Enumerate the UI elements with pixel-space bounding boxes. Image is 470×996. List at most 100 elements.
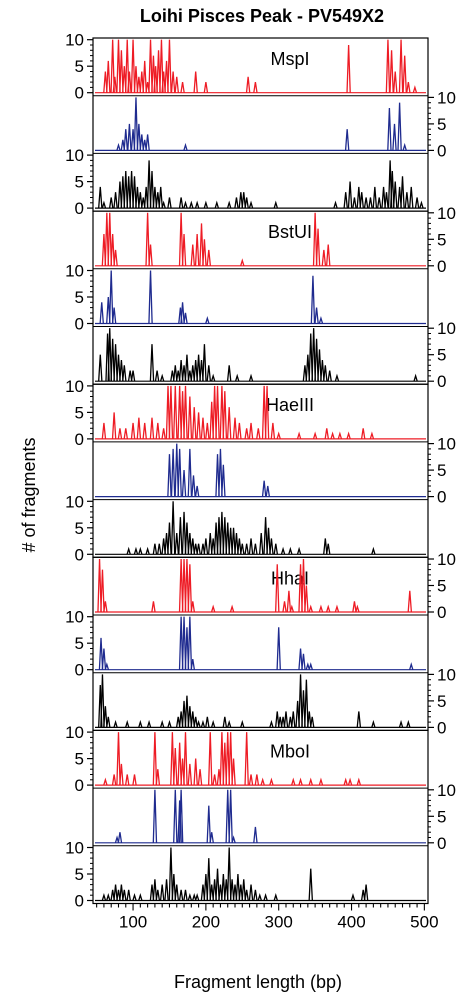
peak-red xyxy=(101,422,107,439)
y-tick-label: 10 xyxy=(437,665,456,684)
peak-red xyxy=(237,422,242,439)
peak-blue xyxy=(127,123,132,151)
peak-red xyxy=(113,249,118,266)
peak-red xyxy=(226,407,232,439)
peak-red xyxy=(103,777,108,786)
peak-black xyxy=(273,200,279,209)
peak-black xyxy=(356,186,362,209)
peak-red xyxy=(392,71,398,93)
peak-blue xyxy=(314,307,319,324)
peak-black xyxy=(159,373,165,382)
enzyme-label: MboI xyxy=(270,741,310,761)
peak-black xyxy=(210,719,216,728)
peak-red xyxy=(110,39,115,93)
peak-red xyxy=(145,212,150,266)
peak-black xyxy=(108,197,114,209)
peak-red xyxy=(117,428,123,439)
peak-black xyxy=(129,170,134,209)
peak-black xyxy=(213,522,219,555)
y-tick-label: 10 xyxy=(65,608,84,627)
peak-blue xyxy=(276,627,281,670)
peak-black xyxy=(248,373,254,382)
peak-black xyxy=(234,373,240,382)
peak-black xyxy=(304,679,309,728)
y-tick-label: 10 xyxy=(65,492,84,511)
peak-red xyxy=(116,732,121,786)
peak-blue xyxy=(111,307,117,324)
x-tick-label: 100 xyxy=(119,913,147,932)
peak-blue xyxy=(397,102,402,151)
peak-black xyxy=(103,706,108,728)
peak-red xyxy=(100,569,105,613)
y-tick-label: 0 xyxy=(437,257,446,276)
peak-black xyxy=(138,546,143,555)
peak-black xyxy=(257,892,262,901)
peak-black xyxy=(269,538,274,555)
y-tick-label: 10 xyxy=(437,781,456,800)
peak-black xyxy=(126,176,131,209)
peak-black xyxy=(167,522,172,555)
peak-red xyxy=(110,233,115,266)
peak-black xyxy=(206,365,212,382)
y-tick-label: 10 xyxy=(65,839,84,858)
y-tick-label: 0 xyxy=(75,661,84,680)
panel-frame xyxy=(92,210,429,385)
peak-blue xyxy=(178,616,184,670)
peak-black xyxy=(196,719,201,728)
enzyme-label: BstUI xyxy=(268,222,312,242)
peak-black xyxy=(107,328,112,382)
peak-black xyxy=(132,176,137,209)
y-tick-label: 5 xyxy=(437,692,446,711)
enzyme-label: HaeIII xyxy=(266,395,314,415)
peak-blue xyxy=(98,637,104,670)
y-tick-label: 0 xyxy=(437,603,446,622)
peak-blue xyxy=(298,648,303,670)
peak-black xyxy=(200,719,206,728)
panel-frame xyxy=(92,383,429,558)
peak-blue xyxy=(173,789,178,843)
y-tick-label: 10 xyxy=(65,31,84,50)
peak-black xyxy=(120,176,126,209)
peak-black xyxy=(206,858,212,901)
peak-red xyxy=(191,407,197,439)
peak-black xyxy=(225,522,230,555)
peak-black xyxy=(314,338,319,382)
peak-black xyxy=(307,711,312,728)
peak-red xyxy=(312,212,318,266)
y-tick-label: 5 xyxy=(75,865,84,884)
peak-black xyxy=(113,884,118,901)
peak-blue xyxy=(215,454,220,497)
peak-red xyxy=(282,601,287,613)
peak-black xyxy=(327,370,332,382)
peak-black xyxy=(194,200,200,209)
peak-red xyxy=(170,71,176,93)
peak-red xyxy=(402,55,407,93)
y-tick-label: 10 xyxy=(65,146,84,165)
y-tick-label: 5 xyxy=(75,634,84,653)
peak-red xyxy=(119,50,124,93)
peak-black xyxy=(152,543,158,555)
peak-red xyxy=(212,385,217,439)
peak-blue xyxy=(183,312,188,324)
peak-red xyxy=(240,258,245,266)
peak-black xyxy=(311,328,316,382)
peak-black xyxy=(240,543,245,555)
peak-blue xyxy=(181,616,187,670)
peak-red xyxy=(187,396,193,439)
peak-red xyxy=(337,431,343,440)
peak-blue xyxy=(187,616,193,670)
peak-red xyxy=(199,223,204,266)
peak-black xyxy=(146,160,152,209)
peak-blue xyxy=(190,659,196,670)
peak-black xyxy=(371,546,376,555)
peak-black xyxy=(205,716,210,728)
peak-blue xyxy=(301,653,306,670)
peak-black xyxy=(298,674,303,728)
peak-black xyxy=(138,892,143,901)
peak-red xyxy=(112,76,118,93)
peak-black xyxy=(210,373,216,382)
peak-red xyxy=(308,777,313,786)
peak-blue xyxy=(167,454,172,497)
enzyme-label: MspI xyxy=(270,49,309,69)
peak-blue xyxy=(218,448,223,497)
